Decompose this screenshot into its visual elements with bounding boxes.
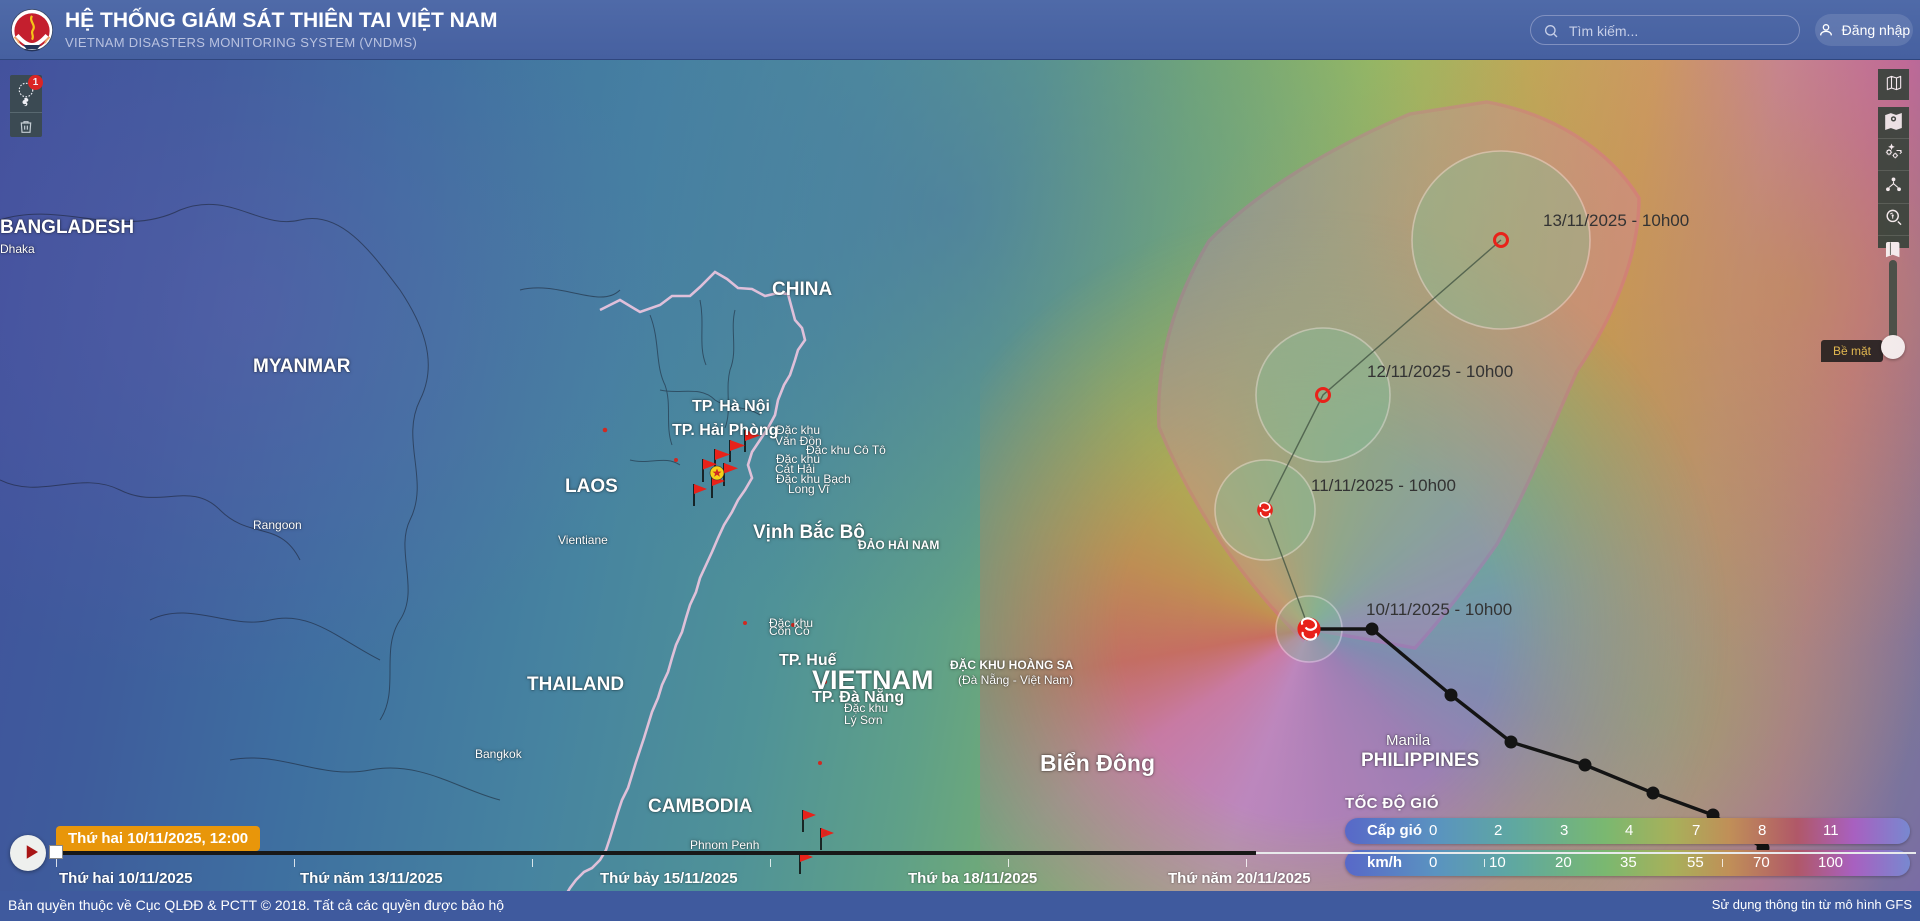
svg-text:12/11/2025 - 10h00: 12/11/2025 - 10h00 (1367, 362, 1513, 381)
svg-text:13/11/2025 - 10h00: 13/11/2025 - 10h00 (1543, 211, 1689, 230)
svg-text:11/11/2025 - 10h00: 11/11/2025 - 10h00 (1311, 476, 1456, 495)
svg-text:10/11/2025 - 10h00: 10/11/2025 - 10h00 (1366, 600, 1512, 619)
